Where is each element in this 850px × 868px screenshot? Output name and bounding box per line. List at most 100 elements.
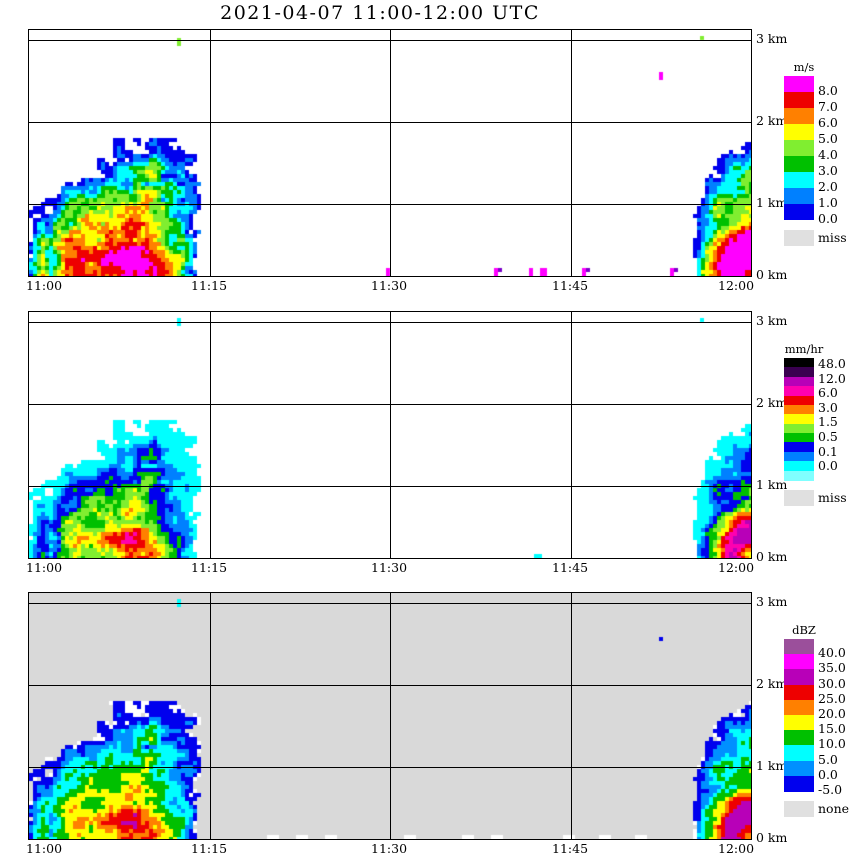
colorbar-band bbox=[784, 669, 814, 685]
x-axis-tick-label: 11:45 bbox=[552, 560, 589, 575]
panel-1-ylabel: Fall Velocity bbox=[0, 119, 66, 230]
figure-title: 2021-04-07 11:00-12:00 UTC bbox=[220, 2, 540, 24]
gridline-vertical bbox=[571, 312, 572, 558]
y-axis-tick-label: 2 km bbox=[756, 113, 788, 128]
gridline-horizontal bbox=[29, 40, 751, 41]
x-axis-tick-label: 11:15 bbox=[191, 278, 228, 293]
panel-reflectivity bbox=[28, 592, 752, 840]
gridline-horizontal bbox=[29, 122, 751, 123]
y-axis-tick-label: 3 km bbox=[756, 313, 788, 328]
colorbar-band bbox=[784, 140, 814, 156]
colorbar-missing-label: none bbox=[818, 801, 850, 816]
colorbar-band bbox=[784, 471, 814, 481]
y-axis-tick-label: 3 km bbox=[756, 31, 788, 46]
x-axis-tick-label: 11:00 bbox=[26, 841, 63, 856]
colorbar-band bbox=[784, 424, 814, 434]
colorbar-tick-label: 1.5 bbox=[818, 414, 838, 429]
colorbar-band bbox=[784, 156, 814, 172]
colorbar-band bbox=[784, 92, 814, 108]
colorbar-tick-label: 1.0 bbox=[818, 195, 838, 210]
x-axis-tick-label: 11:45 bbox=[552, 278, 589, 293]
x-axis-tick-label: 11:15 bbox=[191, 560, 228, 575]
colorbar-tick-label: 6.0 bbox=[818, 385, 838, 400]
x-axis-tick-label: 12:00 bbox=[718, 278, 755, 293]
colorbar-band bbox=[784, 685, 814, 701]
colorbar-missing-swatch bbox=[784, 490, 814, 506]
x-axis-tick-label: 12:00 bbox=[718, 560, 755, 575]
y-axis-tick-label: 3 km bbox=[756, 594, 788, 609]
colorbar-unit-label: dBZ bbox=[792, 623, 816, 637]
colorbar-missing-label: miss bbox=[818, 490, 847, 505]
colorbar-band bbox=[784, 386, 814, 396]
colorbar-tick-label: 5.0 bbox=[818, 131, 838, 146]
colorbar-band bbox=[784, 367, 814, 377]
colorbar-band bbox=[784, 405, 814, 415]
colorbar-tick-label: 8.0 bbox=[818, 83, 838, 98]
y-axis-tick-label: 2 km bbox=[756, 676, 788, 691]
gridline-vertical bbox=[210, 312, 211, 558]
panel-2-ylabel: Rain Intensity bbox=[0, 396, 74, 524]
x-axis-tick-label: 11:30 bbox=[371, 278, 408, 293]
colorbar-band bbox=[784, 442, 814, 452]
colorbar-tick-label: 0.0 bbox=[818, 211, 838, 226]
panel-3-ylabel: Reflectivity bbox=[0, 693, 62, 797]
colorbar-band bbox=[784, 654, 814, 670]
colorbar-tick-label: 7.0 bbox=[818, 99, 838, 114]
colorbar-band bbox=[784, 414, 814, 424]
y-axis-tick-label: 0 km bbox=[756, 830, 788, 845]
gridline-vertical bbox=[390, 593, 391, 839]
colorbar-band bbox=[784, 776, 814, 792]
gridline-horizontal bbox=[29, 685, 751, 686]
gridline-vertical bbox=[210, 30, 211, 276]
colorbar-band bbox=[784, 358, 814, 368]
colorbar-band bbox=[784, 108, 814, 124]
gridline-horizontal bbox=[29, 322, 751, 323]
colorbar-band bbox=[784, 639, 814, 655]
gridline-vertical bbox=[390, 312, 391, 558]
y-axis-tick-label: 0 km bbox=[756, 549, 788, 564]
colorbar-tick-label: 48.0 bbox=[818, 356, 846, 371]
colorbar-tick-label: 25.0 bbox=[818, 691, 846, 706]
colorbar-tick-label: 0.1 bbox=[818, 444, 838, 459]
colorbar-missing-swatch bbox=[784, 230, 814, 246]
gridline-horizontal bbox=[29, 404, 751, 405]
y-axis-tick-label: 1 km bbox=[756, 758, 788, 773]
colorbar-tick-label: 35.0 bbox=[818, 660, 846, 675]
x-axis-tick-label: 11:45 bbox=[552, 841, 589, 856]
colorbar-tick-label: 15.0 bbox=[818, 721, 846, 736]
y-axis-tick-label: 1 km bbox=[756, 477, 788, 492]
gridline-vertical bbox=[210, 593, 211, 839]
colorbar-tick-label: 3.0 bbox=[818, 163, 838, 178]
colorbar-tick-label: 10.0 bbox=[818, 736, 846, 751]
colorbar-tick-label: 6.0 bbox=[818, 115, 838, 130]
y-axis-tick-label: 0 km bbox=[756, 267, 788, 282]
colorbar-tick-label: 4.0 bbox=[818, 147, 838, 162]
y-axis-tick-label: 1 km bbox=[756, 195, 788, 210]
colorbar-band bbox=[784, 433, 814, 443]
panel-rain-intensity bbox=[28, 311, 752, 559]
colorbar-band bbox=[784, 204, 814, 220]
x-axis-tick-label: 11:00 bbox=[26, 278, 63, 293]
colorbar-tick-label: 30.0 bbox=[818, 676, 846, 691]
colorbar-tick-label: 40.0 bbox=[818, 645, 846, 660]
colorbar-tick-label: 0.5 bbox=[818, 429, 838, 444]
colorbar-missing-label: miss bbox=[818, 230, 847, 245]
colorbar-band bbox=[784, 396, 814, 406]
x-axis-tick-label: 11:30 bbox=[371, 841, 408, 856]
colorbar-tick-label: 5.0 bbox=[818, 752, 838, 767]
colorbar-band bbox=[784, 124, 814, 140]
colorbar-band bbox=[784, 172, 814, 188]
colorbar-band bbox=[784, 745, 814, 761]
gridline-horizontal bbox=[29, 204, 751, 205]
colorbar-tick-label: -5.0 bbox=[818, 782, 843, 797]
panel-fall-velocity bbox=[28, 29, 752, 277]
colorbar-band bbox=[784, 700, 814, 716]
colorbar-band bbox=[784, 761, 814, 777]
gridline-horizontal bbox=[29, 486, 751, 487]
colorbar-band bbox=[784, 188, 814, 204]
gridline-horizontal bbox=[29, 767, 751, 768]
x-axis-tick-label: 11:30 bbox=[371, 560, 408, 575]
colorbar-unit-label: m/s bbox=[793, 60, 815, 74]
colorbar-band bbox=[784, 461, 814, 471]
colorbar-unit-label: mm/hr bbox=[784, 342, 824, 356]
